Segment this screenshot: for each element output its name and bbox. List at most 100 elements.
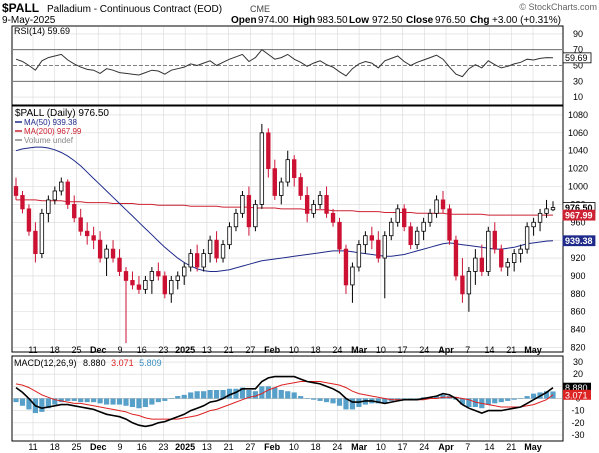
histogram-bar <box>149 398 155 405</box>
low-value: 972.50 <box>372 15 403 26</box>
histogram-bar <box>375 398 381 404</box>
x-tick-label: 27 <box>245 442 255 452</box>
candlestick <box>473 249 478 285</box>
candle-body <box>91 235 96 241</box>
candle-body <box>240 195 245 214</box>
histogram-bar <box>524 396 530 399</box>
price-tag: 967.99 <box>562 209 596 221</box>
histogram-bar <box>278 390 284 399</box>
rsi-tick-label: 50 <box>573 61 583 71</box>
price-tick-label: 1000 <box>568 182 588 192</box>
candle-body <box>434 199 439 214</box>
legend-label: Volume undef <box>24 136 74 145</box>
macd-signal-line <box>15 381 554 420</box>
candlestick <box>240 190 245 218</box>
candlestick <box>246 186 252 236</box>
candlestick <box>136 275 142 294</box>
histogram-bar <box>91 398 97 403</box>
candlestick <box>460 258 465 303</box>
histogram-bar <box>349 398 356 410</box>
candlestick <box>421 217 426 241</box>
histogram-bar <box>116 398 123 405</box>
histogram-bar <box>291 392 297 399</box>
candle-body <box>26 208 32 232</box>
candle-body <box>182 266 187 277</box>
candlestick <box>227 222 232 250</box>
candle-body <box>279 181 284 196</box>
price-panel: 1080106010401020100098096094092090088086… <box>11 105 596 353</box>
x-tick-label: 10 <box>376 345 386 355</box>
x-tick-label: 18 <box>311 345 321 355</box>
x-tick-label: 23 <box>158 345 168 355</box>
rsi-tag-text: 59.69 <box>565 53 588 63</box>
price-tick-label: 1020 <box>568 164 588 174</box>
histogram-bar <box>71 398 77 401</box>
histogram-bar <box>207 390 213 399</box>
histogram-bar <box>414 398 420 399</box>
macd-tag-box <box>563 382 591 393</box>
x-tick-label: 9 <box>117 442 122 452</box>
histogram-bar <box>492 398 498 404</box>
price-tick-label: 820 <box>570 343 585 353</box>
macd-tick-label: 30 <box>573 357 583 367</box>
histogram-bar <box>298 396 304 399</box>
histogram-bar <box>168 398 174 399</box>
candle-body <box>447 208 452 241</box>
candle-body <box>104 248 109 259</box>
candle-body <box>369 235 375 241</box>
candlestick <box>434 195 439 218</box>
candlestick <box>214 231 219 263</box>
x-tick-label: 10 <box>289 345 299 355</box>
candle-body <box>169 280 174 295</box>
quote-date: 9-May-2025 <box>2 15 56 26</box>
candlestick <box>207 235 213 263</box>
candlestick <box>259 123 265 209</box>
x-tick-label: 24 <box>332 442 342 452</box>
candlestick <box>453 235 459 281</box>
price-tick-label: 1040 <box>568 146 588 156</box>
x-tick-label: 13 <box>202 345 212 355</box>
rsi-tick-label: 70 <box>573 45 583 55</box>
macd-label-name: MACD(12,26,9) <box>14 358 77 368</box>
candle-body <box>20 195 25 210</box>
candlestick <box>279 177 284 205</box>
candle-body <box>253 203 258 228</box>
close-label: Close <box>406 15 434 26</box>
candle-body <box>518 248 523 255</box>
candlestick <box>408 222 413 250</box>
candle-body <box>292 159 297 178</box>
candlestick <box>156 262 161 281</box>
x-tick-label: Dec <box>90 345 107 355</box>
candle-body <box>97 239 103 259</box>
candle-body <box>363 235 368 246</box>
watermark: © StockCharts.com <box>519 2 597 12</box>
histogram-bar <box>259 386 265 399</box>
histogram-bar <box>52 398 58 405</box>
candle-body <box>492 230 497 250</box>
x-axis-price: 11 18 25 Dec 9 16 23 2025 13 21 27 Feb 10 18 24 Mar 10 17… <box>28 345 541 355</box>
x-tick-label: 14 <box>485 345 495 355</box>
histogram-bar <box>110 398 116 405</box>
legend-item: MA(200) 967.99 <box>15 127 82 136</box>
x-tick-label: 24 <box>419 442 429 452</box>
x-tick-label: 7 <box>465 442 470 452</box>
candlestick <box>402 204 407 232</box>
open-label: Open <box>231 15 257 26</box>
histogram-bar <box>304 398 310 399</box>
histogram-bar <box>13 398 19 403</box>
candlestick <box>369 226 375 250</box>
candlestick <box>233 208 239 232</box>
price-tag-text: 939.38 <box>565 236 593 246</box>
candlestick <box>330 208 336 227</box>
histogram-bar <box>226 388 233 399</box>
histogram-bar <box>220 390 226 399</box>
histogram-bar <box>45 398 51 409</box>
x-tick-label: 17 <box>398 442 408 452</box>
histogram-bar <box>401 398 407 399</box>
candlestick <box>149 267 155 294</box>
candle-body <box>84 230 90 237</box>
candlestick <box>382 231 387 299</box>
candle-body <box>117 257 122 272</box>
x-tick-label: 25 <box>71 345 81 355</box>
candlestick <box>427 208 433 227</box>
